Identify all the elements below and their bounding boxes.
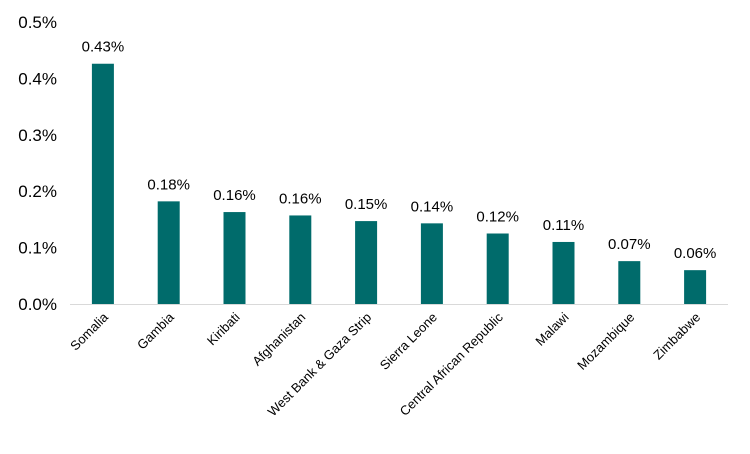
category-label: Afghanistan	[249, 310, 308, 369]
data-label: 0.11%	[543, 217, 584, 234]
y-tick-label: 0.1%	[18, 239, 57, 258]
bar	[420, 223, 443, 304]
data-label: 0.06%	[674, 245, 717, 262]
data-label: 0.43%	[82, 39, 125, 56]
bar	[355, 221, 378, 304]
bar	[684, 270, 707, 304]
bar	[223, 212, 246, 304]
y-tick-label: 0.2%	[18, 182, 57, 201]
data-labels: 0.43% 0.18% 0.16% 0.16% 0.15% 0.14% 0.12% 0.11%…	[82, 39, 717, 262]
data-label: 0.15%	[345, 196, 388, 213]
y-tick-label: 0.3%	[18, 126, 57, 145]
data-label: 0.12%	[476, 209, 519, 226]
category-label: Gambia	[134, 309, 177, 352]
bar	[157, 201, 180, 304]
category-label: Mozambique	[574, 310, 637, 373]
category-label: Somalia	[67, 309, 111, 353]
bar	[552, 241, 575, 304]
bar	[486, 233, 509, 304]
category-label: Kiribati	[204, 309, 243, 348]
category-label: Malawi	[532, 309, 571, 348]
data-label: 0.16%	[213, 187, 256, 204]
data-label: 0.18%	[147, 176, 190, 193]
bar	[618, 261, 641, 304]
y-tick-label: 0.5%	[18, 13, 57, 32]
data-label: 0.14%	[411, 198, 454, 215]
bars	[91, 63, 707, 305]
y-tick-label: 0.4%	[18, 69, 57, 88]
bar	[91, 63, 114, 305]
category-label: Zimbabwe	[650, 310, 703, 363]
y-tick-label: 0.0%	[18, 295, 57, 314]
data-label: 0.07%	[608, 236, 651, 253]
category-label: Sierra Leone	[377, 310, 440, 373]
data-label: 0.16%	[279, 190, 322, 207]
y-axis-labels: 0.0% 0.1% 0.2% 0.3% 0.4% 0.5%	[18, 13, 57, 314]
bar	[289, 215, 312, 304]
